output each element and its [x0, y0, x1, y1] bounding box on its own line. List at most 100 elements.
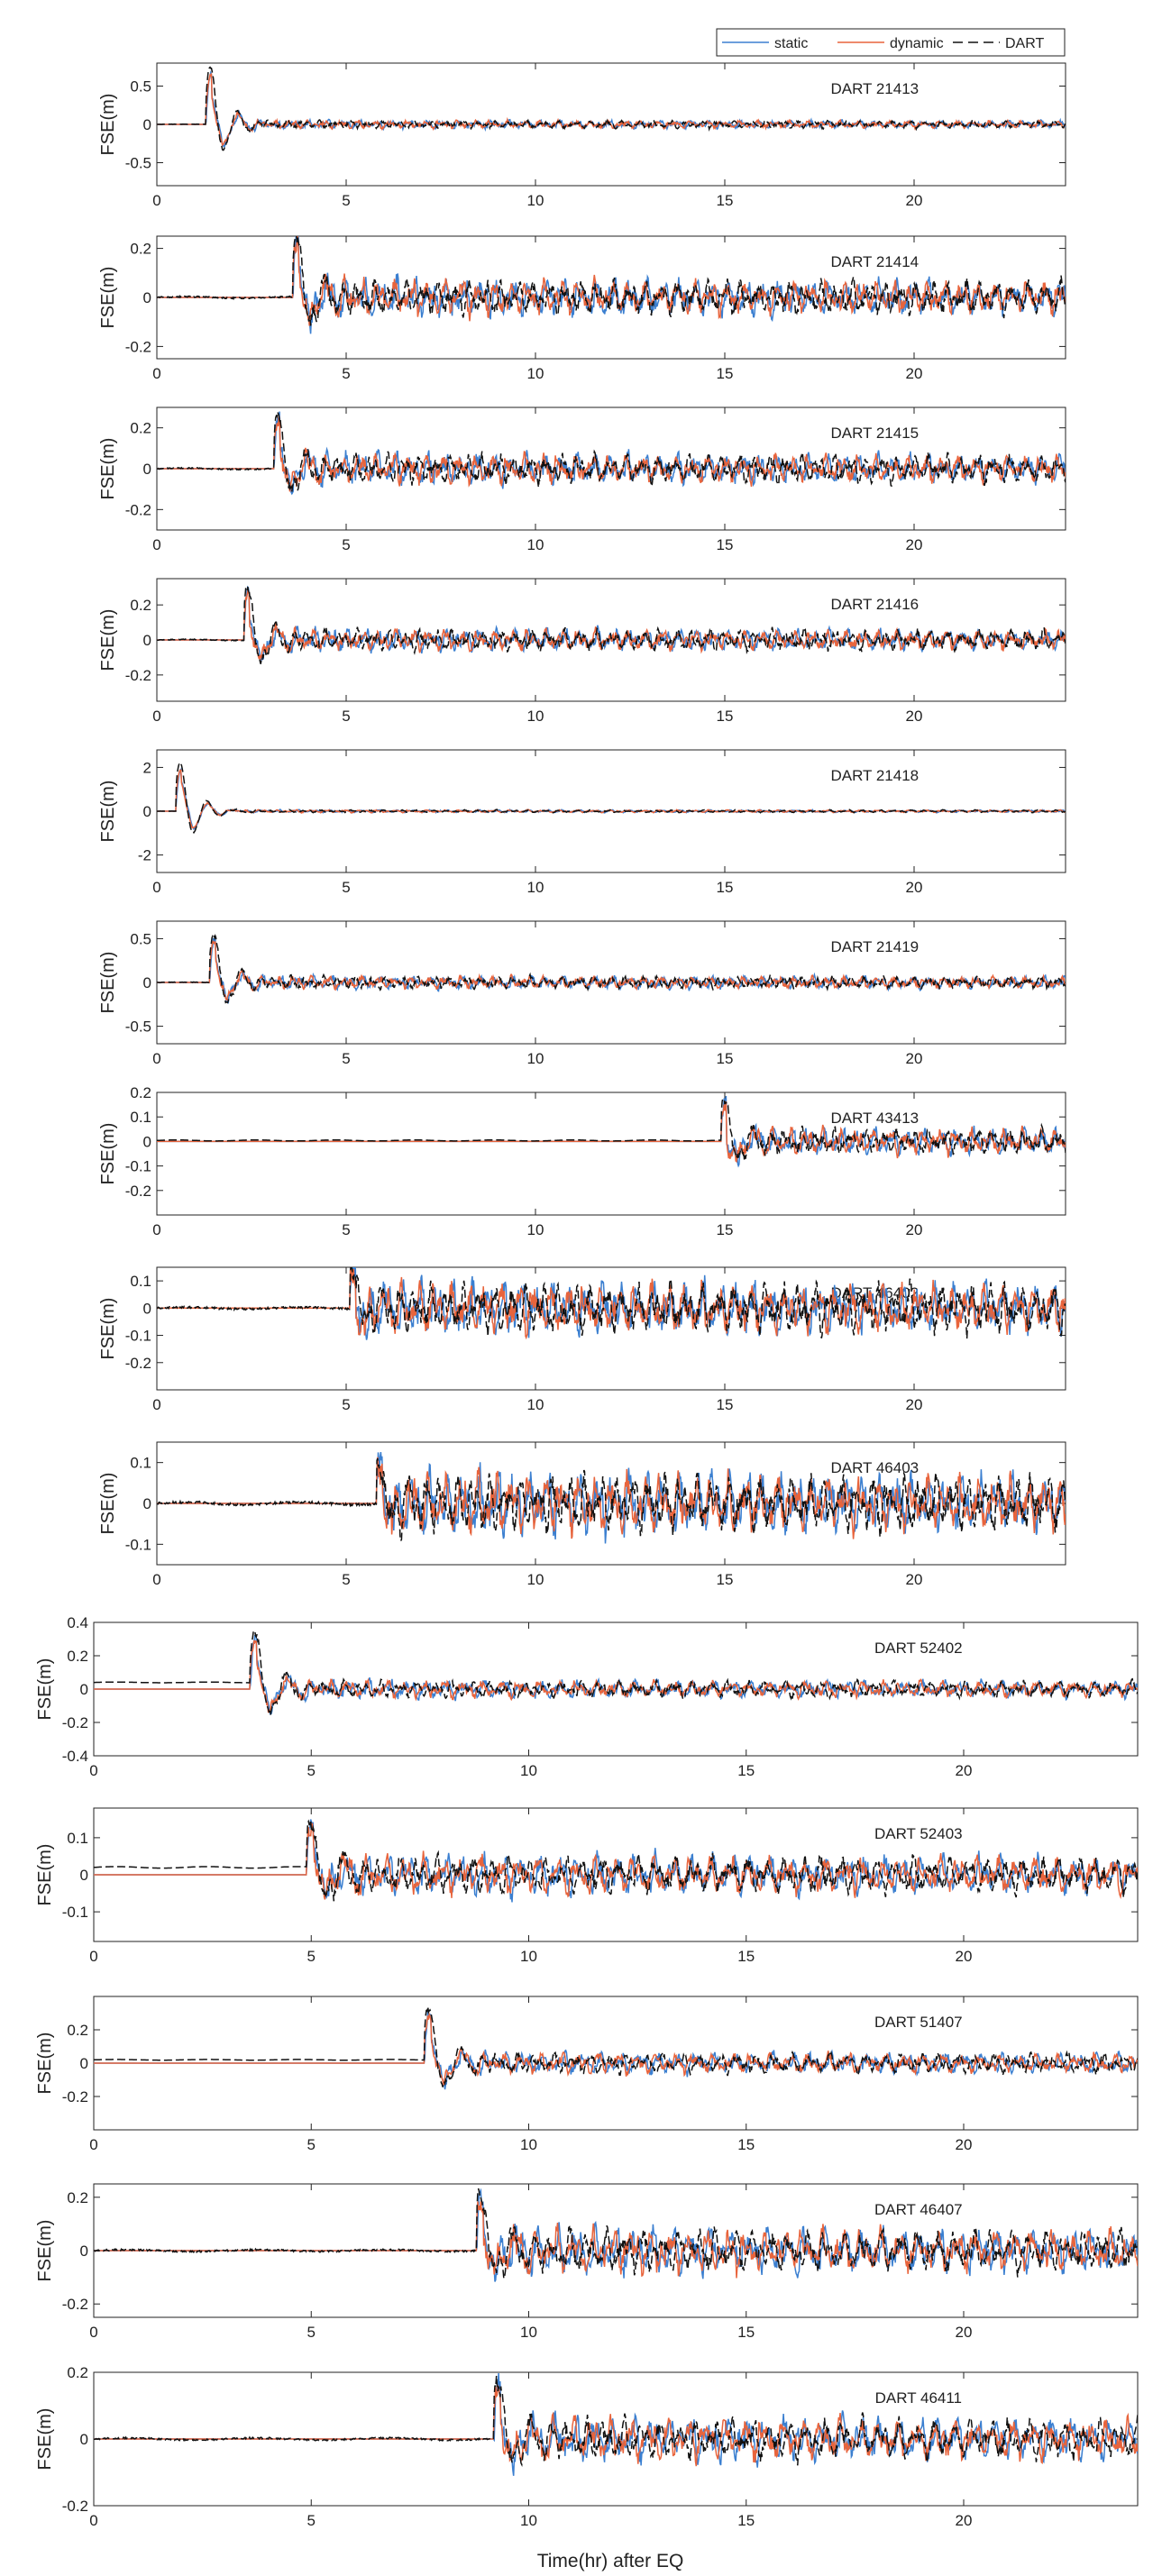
x-tick-label: 0	[152, 365, 160, 382]
series-group	[157, 1095, 1066, 1168]
x-tick-label: 10	[527, 1221, 544, 1238]
series-group	[157, 762, 1066, 834]
plot-frame	[156, 1092, 1066, 1216]
legend-label-dart: DART	[1005, 36, 1044, 51]
x-tick-label: 20	[906, 365, 923, 382]
x-tick-label: 20	[906, 1396, 923, 1413]
y-tick-label: 0	[143, 974, 151, 991]
x-tick-label: 20	[956, 1948, 973, 1965]
y-tick-label: 0.2	[130, 420, 151, 437]
series-dart	[94, 2006, 1138, 2087]
x-tick-label: 5	[342, 1221, 350, 1238]
y-tick-label: 0.4	[67, 1614, 88, 1631]
y-tick-label: 0	[143, 1133, 151, 1150]
x-tick-label: 20	[906, 1050, 923, 1067]
x-tick-label: 0	[89, 1948, 97, 1965]
y-tick-label: -0.2	[62, 2498, 88, 2515]
y-tick-label: 2	[143, 759, 151, 776]
x-tick-label: 0	[89, 2512, 97, 2529]
y-axis-label: FSE(m)	[98, 952, 118, 1014]
y-axis-label: FSE(m)	[35, 2032, 55, 2095]
y-axis-label: FSE(m)	[98, 438, 118, 500]
x-tick-label: 20	[906, 708, 923, 725]
series-dart	[157, 411, 1066, 492]
x-tick-label: 0	[152, 1050, 160, 1067]
x-tick-label: 0	[152, 192, 160, 209]
y-axis-label: FSE(m)	[98, 267, 118, 329]
y-tick-label: -0.5	[125, 155, 151, 172]
x-tick-label: 15	[737, 1948, 755, 1965]
station-label: DART 46407	[874, 2201, 963, 2218]
y-tick-label: -0.4	[62, 1748, 88, 1765]
x-axis-label: Time(hr) after EQ	[537, 2551, 684, 2571]
y-tick-label: 0.1	[130, 1273, 151, 1290]
legend-box	[716, 28, 1066, 57]
x-tick-label: 5	[342, 1571, 350, 1588]
series-dynamic	[157, 1101, 1066, 1164]
x-tick-label: 10	[527, 192, 544, 209]
x-tick-label: 10	[520, 2324, 537, 2341]
series-dynamic	[157, 415, 1066, 492]
series-dynamic	[157, 589, 1066, 662]
panel-dart-51407: 0.2 0 -0.2 0 5 10 15 20 FSE(m) DART 51407	[35, 1996, 1139, 2153]
x-tick-label: 20	[956, 1762, 973, 1779]
x-tick-label: 15	[717, 1050, 734, 1067]
y-tick-label: -0.2	[125, 338, 151, 355]
x-tick-label: 5	[307, 2324, 316, 2341]
x-tick-label: 0	[89, 2324, 97, 2341]
x-tick-label: 5	[342, 192, 350, 209]
x-tick-label: 15	[717, 708, 734, 725]
y-tick-label: 0.1	[130, 1455, 151, 1472]
y-tick-label: 0.2	[130, 597, 151, 614]
y-tick-label: 0.2	[67, 2022, 88, 2039]
y-tick-label: 0.5	[130, 78, 151, 96]
y-tick-label: -0.2	[62, 2296, 88, 2313]
y-axis-label: FSE(m)	[98, 1123, 118, 1185]
x-tick-label: 10	[527, 1571, 544, 1588]
y-tick-label: -0.1	[62, 1904, 88, 1921]
x-tick-label: 0	[89, 2136, 97, 2153]
y-tick-label: 0.2	[130, 1084, 151, 1101]
x-tick-label: 20	[906, 879, 923, 896]
station-label: DART 21419	[830, 938, 919, 955]
y-tick-label: -0.2	[125, 1355, 151, 1372]
series-group	[157, 585, 1066, 664]
y-tick-label: 0.2	[67, 2189, 88, 2206]
y-tick-label: 0	[80, 1681, 88, 1698]
x-tick-label: 10	[520, 1948, 537, 1965]
y-tick-label: 0.1	[130, 1109, 151, 1126]
station-label: DART 21414	[830, 253, 919, 270]
station-label: DART 21413	[830, 80, 919, 97]
x-tick-label: 10	[527, 365, 544, 382]
legend: static dynamic DART	[716, 28, 1066, 57]
y-tick-label: -0.2	[125, 501, 151, 518]
x-tick-label: 5	[342, 1396, 350, 1413]
y-tick-label: -0.1	[125, 1536, 151, 1553]
series-dynamic	[94, 1822, 1138, 1900]
series-dart	[157, 1097, 1066, 1160]
x-tick-label: 10	[520, 1762, 537, 1779]
y-tick-label: -0.2	[62, 2088, 88, 2106]
station-label: DART 21418	[830, 767, 919, 784]
series-group	[94, 2372, 1138, 2476]
y-tick-label: 0	[143, 289, 151, 306]
x-tick-label: 5	[307, 2136, 316, 2153]
series-group	[157, 932, 1066, 1004]
x-tick-label: 10	[520, 2136, 537, 2153]
x-tick-label: 0	[152, 1571, 160, 1588]
y-tick-label: -0.2	[62, 1714, 88, 1731]
station-label: DART 52402	[874, 1640, 963, 1657]
series-dynamic	[94, 2012, 1138, 2087]
series-dart	[94, 2375, 1138, 2467]
station-label: DART 52403	[874, 1825, 963, 1842]
panel-dart-46403: 0.1 0 -0.1 0 5 10 15 20 FSE(m) DART 46403	[98, 1441, 1066, 1588]
panel-dart-21415: 0.2 0 -0.2 0 5 10 15 20 FSE(m) DART 21415	[98, 406, 1066, 553]
x-tick-label: 0	[152, 708, 160, 725]
y-axis-label: FSE(m)	[98, 781, 118, 843]
x-tick-label: 15	[737, 2136, 755, 2153]
x-tick-label: 5	[307, 1948, 316, 1965]
y-axis-label: FSE(m)	[35, 2220, 55, 2282]
